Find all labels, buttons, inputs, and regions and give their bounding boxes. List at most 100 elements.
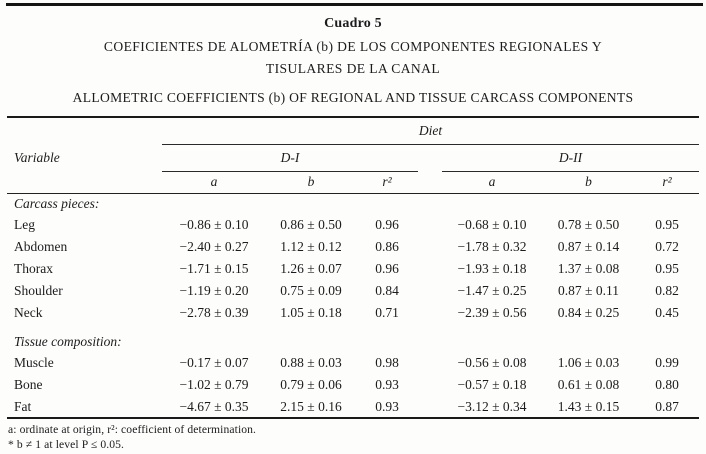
title-en: ALLOMETRIC COEFFICIENTS (b) OF REGIONAL … — [72, 90, 634, 105]
allometric-coefficients-table: Diet Variable D-I D-II a b r² a b r² Car… — [7, 116, 700, 419]
variable-header: Variable — [14, 149, 60, 165]
value-cell: 0.61 ± 0.08 — [557, 377, 620, 392]
value-cell: 0.93 — [375, 377, 399, 392]
group-gap — [418, 171, 442, 194]
value-cell: −2.39 ± 0.56 — [457, 305, 527, 320]
paper-page: Cuadro 5 COEFICIENTES DE ALOMETRÍA (b) D… — [0, 3, 706, 454]
value-cell: 0.78 ± 0.50 — [557, 217, 620, 232]
header-empty-cell — [7, 117, 162, 144]
value-cell: −3.12 ± 0.34 — [457, 398, 527, 414]
subcol-b-dii-header: b — [542, 171, 635, 194]
section-row-carcass-pieces: Carcass pieces: — [7, 193, 699, 214]
value-cell: 0.99 — [655, 355, 679, 370]
table-row-muscle: Muscle −0.17 ± 0.07 0.88 ± 0.03 0.98 −0.… — [7, 352, 699, 374]
footnote-significance: * b ≠ 1 at level P ≤ 0.05. — [8, 437, 125, 451]
value-cell: 0.72 — [655, 239, 679, 254]
table-row-fat: Fat −4.67 ± 0.35 2.15 ± 0.16 0.93 −3.12 … — [7, 396, 699, 418]
value-cell: −0.56 ± 0.08 — [457, 355, 527, 370]
value-cell: 0.87 — [655, 398, 679, 414]
value-cell: 1.06 ± 0.03 — [557, 355, 620, 370]
value-cell: −1.02 ± 0.79 — [179, 377, 249, 392]
value-cell: −0.68 ± 0.10 — [457, 217, 527, 232]
group-gap — [418, 144, 442, 171]
value-cell: 0.98 — [375, 355, 399, 370]
group-gap — [418, 396, 442, 418]
value-cell: 0.79 ± 0.06 — [280, 377, 342, 392]
table-row-shoulder: Shoulder −1.19 ± 0.20 0.75 ± 0.09 0.84 −… — [7, 280, 699, 302]
value-cell: 0.75 ± 0.09 — [280, 283, 342, 298]
subcol-b-di-header: b — [266, 171, 356, 194]
value-cell: −1.71 ± 0.15 — [179, 261, 249, 276]
value-cell: 0.82 — [655, 283, 679, 298]
title-es-line2: TISULARES DE LA CANAL — [265, 61, 441, 76]
row-label: Leg — [14, 217, 35, 232]
diet-header: Diet — [162, 117, 700, 145]
value-cell: −0.86 ± 0.10 — [179, 217, 249, 232]
value-cell: −1.93 ± 0.18 — [457, 261, 527, 276]
value-cell: −1.47 ± 0.25 — [457, 283, 527, 298]
value-cell: −2.78 ± 0.39 — [179, 305, 249, 320]
table-row-neck: Neck −2.78 ± 0.39 1.05 ± 0.18 0.71 −2.39… — [7, 302, 699, 324]
value-cell: 0.84 ± 0.25 — [557, 305, 620, 320]
value-cell: 1.26 ± 0.07 — [280, 261, 342, 276]
row-label: Fat — [14, 398, 32, 414]
subcol-r2-di-header: r² — [356, 171, 418, 194]
table-row-leg: Leg −0.86 ± 0.10 0.86 ± 0.50 0.96 −0.68 … — [7, 214, 699, 236]
group-gap — [418, 374, 442, 396]
value-cell: −0.17 ± 0.07 — [179, 355, 249, 370]
value-cell: 0.95 — [655, 261, 679, 276]
value-cell: 1.43 ± 0.15 — [557, 398, 620, 414]
table-row-thorax: Thorax −1.71 ± 0.15 1.26 ± 0.07 0.96 −1.… — [7, 258, 699, 280]
section-spacer — [7, 324, 699, 331]
value-cell: 1.37 ± 0.08 — [557, 261, 620, 276]
group-di-header: D-I — [162, 144, 418, 172]
row-label: Bone — [14, 377, 43, 392]
value-cell: 0.93 — [375, 398, 399, 414]
value-cell: −0.57 ± 0.18 — [457, 377, 527, 392]
value-cell: 0.86 ± 0.50 — [280, 217, 342, 232]
header-row-subcols: a b r² a b r² — [7, 171, 700, 194]
value-cell: 0.84 — [375, 283, 399, 298]
title-es-line1: COEFICIENTES DE ALOMETRÍA (b) DE LOS COM… — [103, 39, 603, 54]
subcol-r2-dii-header: r² — [635, 171, 700, 194]
footnote-definitions: a: ordinate at origin, r²: coefficient o… — [8, 423, 257, 436]
row-label: Thorax — [14, 261, 53, 276]
value-cell: 0.71 — [375, 305, 399, 320]
group-gap — [418, 302, 442, 324]
row-label: Abdomen — [14, 239, 68, 254]
table-row-abdomen: Abdomen −2.40 ± 0.27 1.12 ± 0.12 0.86 −1… — [7, 236, 699, 258]
group-gap — [418, 352, 442, 374]
table-titles: Cuadro 5 COEFICIENTES DE ALOMETRÍA (b) D… — [0, 15, 706, 106]
value-cell: −1.19 ± 0.20 — [179, 283, 249, 298]
value-cell: 0.86 — [375, 239, 399, 254]
value-cell: 1.12 ± 0.12 — [280, 239, 342, 254]
group-gap — [418, 258, 442, 280]
subcol-a-di-header: a — [162, 171, 266, 194]
value-cell: 1.05 ± 0.18 — [280, 305, 342, 320]
group-gap — [418, 280, 442, 302]
group-gap — [418, 236, 442, 258]
row-label: Muscle — [14, 355, 54, 370]
value-cell: 0.80 — [655, 377, 679, 392]
row-label: Shoulder — [14, 283, 63, 298]
header-empty-cell — [7, 171, 162, 194]
table-label: Cuadro 5 — [324, 16, 382, 31]
section-title: Carcass pieces: — [14, 195, 100, 211]
value-cell: −2.40 ± 0.27 — [179, 239, 249, 254]
value-cell: 0.45 — [655, 305, 679, 320]
value-cell: 0.95 — [655, 217, 679, 232]
value-cell: 0.87 ± 0.14 — [557, 239, 620, 254]
value-cell: 0.96 — [375, 261, 399, 276]
footnotes: a: ordinate at origin, r²: coefficient o… — [8, 423, 706, 452]
value-cell: 0.88 ± 0.03 — [280, 355, 342, 370]
section-title: Tissue composition: — [14, 333, 122, 349]
value-cell: 2.15 ± 0.16 — [280, 398, 342, 414]
header-row-diet: Diet — [7, 117, 700, 145]
row-label: Neck — [14, 305, 43, 320]
value-cell: −4.67 ± 0.35 — [179, 398, 249, 414]
table-row-bone: Bone −1.02 ± 0.79 0.79 ± 0.06 0.93 −0.57… — [7, 374, 699, 396]
subcol-a-dii-header: a — [442, 171, 542, 194]
header-row-groups: Variable D-I D-II — [7, 144, 700, 172]
group-dii-header: D-II — [442, 144, 700, 172]
top-rule — [6, 3, 703, 6]
